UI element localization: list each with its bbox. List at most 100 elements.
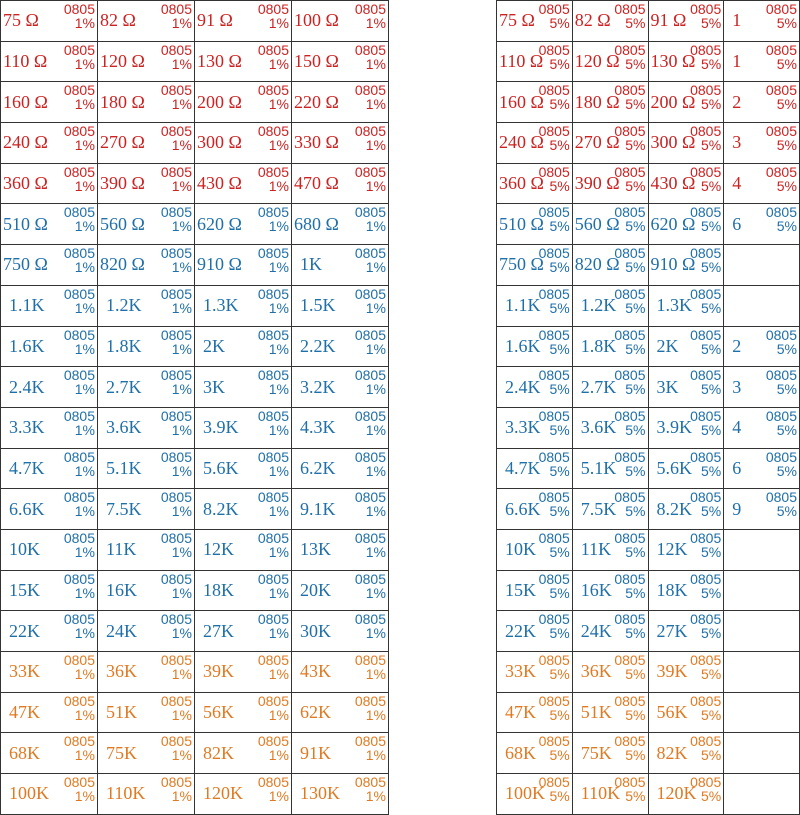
package-tolerance-label: 0805 1%	[258, 43, 289, 71]
resistor-cell: 15K 0805 1%	[0, 569, 98, 612]
package-size: 0805	[160, 163, 192, 180]
package-size: 0805	[354, 41, 386, 58]
package-tolerance-label: 0805 1%	[161, 694, 192, 722]
resistance-value: 1	[732, 51, 742, 72]
resistance-value: 12K	[656, 539, 688, 560]
tolerance: 5%	[549, 218, 570, 235]
tolerance: 1%	[268, 15, 289, 31]
resistance-value: 1.5K	[300, 295, 336, 316]
tolerance: 1%	[171, 747, 192, 764]
table-row: 1.6K 0805 1% 1.8K 0805 1% 2K 0805 1% 2.2K 0805 1%	[0, 325, 389, 368]
tolerance: 1%	[74, 218, 95, 235]
resistance-value: 1.8K	[106, 335, 142, 356]
tolerance: 5%	[549, 137, 570, 154]
resistor-cell: 22K 0805 1%	[0, 610, 98, 652]
resistance-value: 4	[732, 173, 742, 194]
tolerance: 1%	[365, 666, 386, 682]
resistance-value: 160 Ω	[3, 91, 48, 112]
package-tolerance-label: 0805 5%	[766, 2, 797, 30]
tolerance: 5%	[701, 15, 722, 31]
resistance-value: 47K	[9, 702, 40, 723]
tolerance: 5%	[776, 137, 797, 154]
tolerance: 5%	[701, 462, 722, 479]
resistor-cell: 75K 0805 1%	[97, 732, 195, 775]
tolerance: 1%	[365, 259, 386, 276]
resistance-value: 560 Ω	[100, 213, 145, 234]
tolerance: 5%	[549, 706, 570, 723]
tolerance: 5%	[701, 503, 722, 520]
resistor-cell: 68K 0805 5%	[496, 732, 573, 775]
resistance-value: 8.2K	[203, 498, 239, 519]
resistor-cell: 1.1K 0805 5%	[496, 284, 573, 327]
resistance-value: 18K	[656, 579, 688, 600]
package-tolerance-label: 0805 5%	[539, 328, 570, 356]
resistor-cell: 7.5K 0805 1%	[97, 488, 195, 530]
package-size: 0805	[63, 733, 95, 750]
resistance-value: 180 Ω	[574, 91, 620, 112]
tolerance: 1%	[74, 503, 95, 520]
resistance-value: 300 Ω	[197, 132, 242, 153]
resistor-cell: 75 Ω 0805 5%	[496, 0, 573, 42]
package-tolerance-label: 0805 1%	[258, 165, 289, 193]
tolerance: 5%	[625, 503, 646, 520]
resistor-cell: 4.3K 0805 1%	[291, 406, 389, 449]
resistance-value: 750 Ω	[3, 254, 48, 275]
resistor-cell: 3.6K 0805 1%	[97, 406, 195, 449]
package-tolerance-label: 0805 5%	[539, 2, 570, 30]
resistance-value: 100K	[9, 783, 49, 804]
package-size: 0805	[160, 733, 192, 750]
tolerance: 1%	[171, 788, 192, 805]
package-tolerance-label: 0805 5%	[766, 409, 797, 437]
package-tolerance-label: 0805 1%	[355, 287, 386, 315]
package-tolerance-label: 0805 1%	[355, 165, 386, 193]
table-row: 360 Ω 0805 5% 390 Ω 0805 5% 430 Ω 0805 5% 4 0805 5%	[496, 162, 800, 205]
table-row: 6.6K 0805 1% 7.5K 0805 1% 8.2K 0805 1% 9.1K 0805 1%	[0, 488, 389, 530]
table-row: 1.1K 0805 1% 1.2K 0805 1% 1.3K 0805 1% 1.5K 0805 1%	[0, 284, 389, 327]
table-row: 240 Ω 0805 1% 270 Ω 0805 1% 300 Ω 0805 1% 330 Ω 08…	[0, 122, 389, 164]
package-tolerance-label: 0805 1%	[161, 124, 192, 152]
package-size: 0805	[354, 326, 386, 343]
table-row: 68K 0805 1% 75K 0805 1% 82K 0805 1% 91K 0805 1%	[0, 732, 389, 775]
resistance-value: 68K	[505, 742, 536, 763]
package-size: 0805	[63, 529, 95, 546]
table-row: 47K 0805 5% 51K 0805 5% 56K 0805 5%	[496, 691, 800, 734]
package-tolerance-label: 0805 1%	[161, 2, 192, 30]
resistance-value: 820 Ω	[100, 254, 145, 275]
table-row: 100K 0805 1% 110K 0805 1% 120K 0805 1% 130K 0805 1%	[0, 773, 389, 815]
tolerance: 1%	[74, 747, 95, 764]
resistor-cell: 510 Ω 0805 5%	[496, 203, 573, 246]
resistor-cell: 330 Ω 0805 1%	[291, 122, 389, 164]
resistance-value: 3.3K	[9, 417, 45, 438]
tolerance: 5%	[625, 259, 646, 276]
tolerance: 1%	[268, 584, 289, 601]
resistor-cell: 1.8K 0805 1%	[97, 325, 195, 368]
package-tolerance-label: 0805 5%	[539, 43, 570, 71]
package-size: 0805	[690, 407, 722, 424]
package-size: 0805	[690, 123, 722, 140]
resistance-value: 240 Ω	[499, 132, 544, 153]
tolerance: 1%	[268, 381, 289, 398]
tolerance: 1%	[171, 421, 192, 438]
package-size: 0805	[160, 448, 192, 465]
resistance-value: 75K	[580, 742, 612, 763]
package-tolerance-label: 0805 1%	[258, 734, 289, 762]
resistance-value: 5.1K	[106, 457, 142, 478]
resistance-value: 3.3K	[505, 417, 541, 438]
resistor-cell: 470 Ω 0805 1%	[291, 162, 389, 205]
tolerance: 1%	[171, 96, 192, 113]
resistance-value: 4	[732, 417, 742, 438]
tolerance: 5%	[776, 55, 797, 72]
package-size: 0805	[538, 570, 570, 587]
package-size: 0805	[765, 489, 797, 506]
package-tolerance-label: 0805 1%	[161, 450, 192, 478]
package-tolerance-label: 0805 5%	[690, 124, 721, 152]
package-size: 0805	[354, 285, 386, 302]
package-tolerance-label: 0805 1%	[161, 531, 192, 559]
tolerance: 1%	[365, 706, 386, 723]
resistor-cell	[723, 773, 800, 815]
tolerance: 1%	[365, 788, 386, 805]
tolerance: 5%	[625, 177, 646, 194]
package-tolerance-label: 0805 1%	[355, 2, 386, 30]
resistance-value: 110 Ω	[3, 51, 48, 72]
resistance-value: 2.2K	[300, 335, 336, 356]
